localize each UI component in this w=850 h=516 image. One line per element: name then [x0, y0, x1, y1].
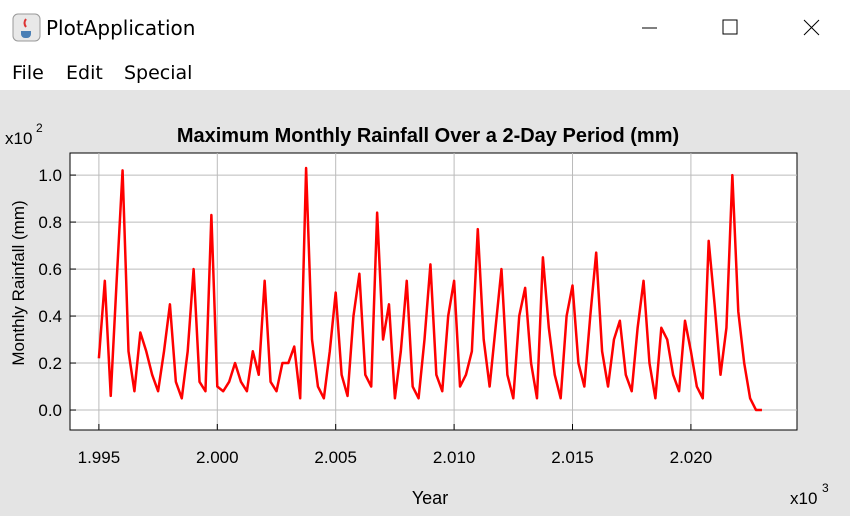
- x-tick-label: 2.005: [314, 448, 357, 467]
- maximize[interactable]: [722, 19, 738, 35]
- chart: Maximum Monthly Rainfall Over a 2-Day Pe…: [0, 90, 850, 516]
- menu-bar: File Edit Special: [0, 55, 850, 91]
- y-axis-label: Monthly Rainfall (mm): [9, 200, 28, 365]
- x-tick-label: 2.015: [551, 448, 594, 467]
- y-tick-label: 1.0: [38, 166, 62, 185]
- menu-item[interactable]: File: [12, 62, 44, 84]
- menu-item[interactable]: Edit: [66, 62, 103, 84]
- x-tick-label: 2.000: [196, 448, 239, 467]
- window-title: PlotApplication: [46, 16, 196, 40]
- y-tick-label: 0.4: [38, 307, 62, 326]
- y-multiplier-exponent: 2: [36, 121, 43, 135]
- minimize-button[interactable]: [640, 0, 660, 55]
- x-axis-label: Year: [412, 488, 448, 508]
- app-icon: [12, 13, 41, 42]
- y-multiplier: x10: [5, 129, 32, 148]
- y-tick-label: 0.0: [38, 401, 62, 420]
- window-controls: [722, 19, 820, 36]
- x-tick-label: 2.010: [433, 448, 476, 467]
- y-tick-label: 0.6: [38, 260, 62, 279]
- y-tick-label: 0.2: [38, 354, 62, 373]
- menu-item[interactable]: Special: [124, 62, 193, 84]
- close[interactable]: [803, 19, 820, 36]
- title-bar: PlotApplication: [0, 0, 850, 55]
- chart-title: Maximum Monthly Rainfall Over a 2-Day Pe…: [177, 125, 679, 147]
- y-tick-label: 0.8: [38, 213, 62, 232]
- x-tick-label: 2.020: [670, 448, 713, 467]
- x-tick-label: 1.995: [78, 448, 121, 467]
- data-line: [97, 166, 762, 412]
- x-multiplier-exponent: 3: [822, 481, 829, 495]
- x-multiplier: x10: [790, 489, 817, 508]
